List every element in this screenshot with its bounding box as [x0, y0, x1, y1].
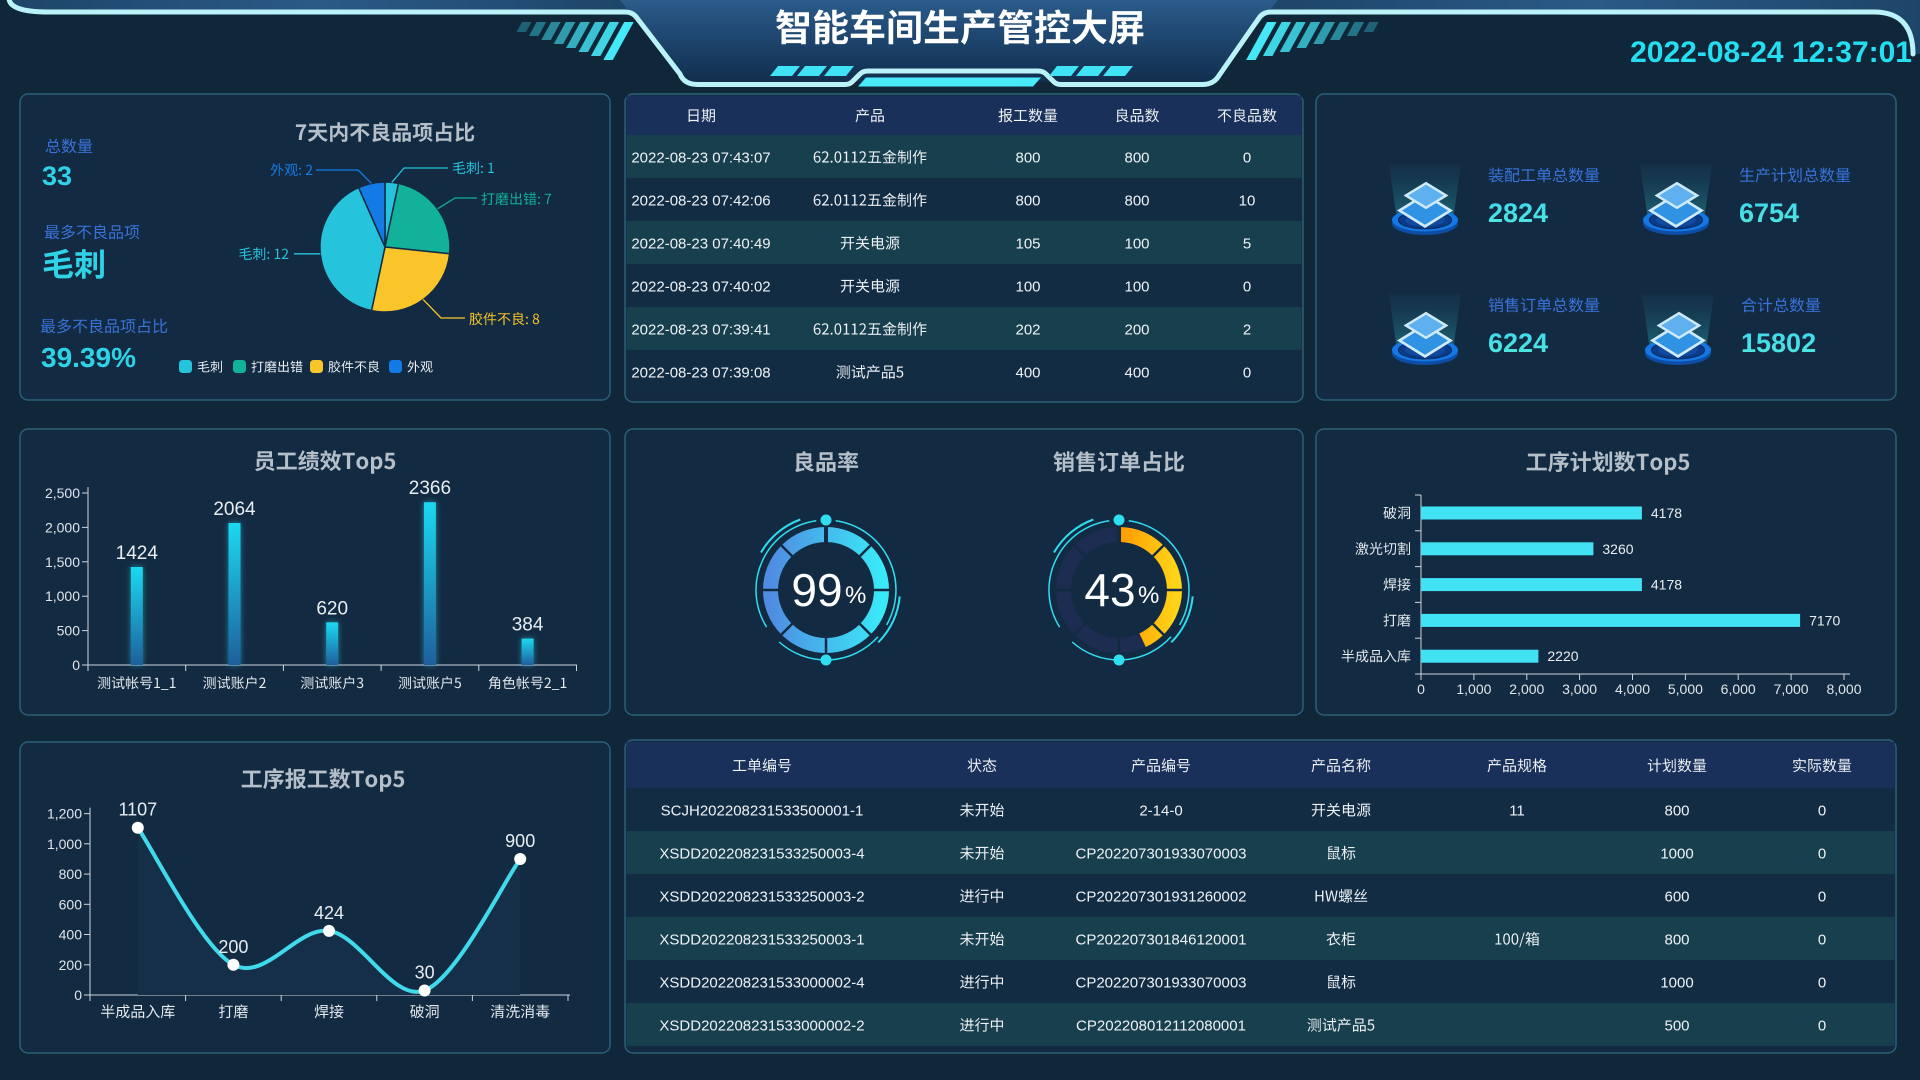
svg-text:1,000: 1,000 [47, 836, 82, 852]
svg-text:2220: 2220 [1547, 648, 1578, 664]
svg-text:XSDD202208231533250003-1: XSDD202208231533250003-1 [659, 932, 864, 949]
svg-text:XSDD202208231533250003-2: XSDD202208231533250003-2 [659, 889, 864, 906]
svg-text:384: 384 [512, 615, 544, 636]
svg-text:2022-08-24 12:37:01: 2022-08-24 12:37:01 [1630, 36, 1912, 69]
svg-text:600: 600 [1664, 889, 1689, 906]
svg-text:800: 800 [1664, 932, 1689, 949]
svg-text:5,000: 5,000 [1668, 681, 1703, 697]
svg-text:2: 2 [1243, 322, 1251, 339]
svg-text:2022-08-23 07:39:41: 2022-08-23 07:39:41 [631, 322, 770, 339]
svg-text:8,000: 8,000 [1826, 681, 1861, 697]
svg-text:400: 400 [1015, 365, 1040, 382]
svg-text:4178: 4178 [1651, 577, 1682, 593]
svg-text:CP202207301933070003: CP202207301933070003 [1076, 975, 1247, 992]
svg-text:424: 424 [314, 903, 344, 923]
svg-text:99: 99 [791, 564, 842, 616]
svg-text:1,200: 1,200 [47, 806, 82, 822]
svg-text:800: 800 [59, 866, 83, 882]
svg-text:0: 0 [1818, 803, 1826, 820]
svg-text:0: 0 [1243, 279, 1251, 296]
svg-text:1107: 1107 [118, 800, 157, 820]
svg-text:11: 11 [1509, 803, 1525, 820]
svg-text:500: 500 [1664, 1018, 1689, 1035]
svg-text:202: 202 [1015, 322, 1040, 339]
svg-text:15802: 15802 [1741, 328, 1816, 358]
svg-text:200: 200 [218, 937, 248, 957]
svg-text:2022-08-23 07:40:02: 2022-08-23 07:40:02 [631, 279, 770, 296]
svg-text:2022-08-23 07:43:07: 2022-08-23 07:43:07 [631, 150, 770, 167]
svg-text:1424: 1424 [116, 543, 159, 564]
svg-text:XSDD202208231533250003-4: XSDD202208231533250003-4 [659, 846, 864, 863]
svg-text:200: 200 [59, 957, 83, 973]
svg-text:2022-08-23 07:40:49: 2022-08-23 07:40:49 [631, 236, 770, 253]
svg-text:600: 600 [59, 896, 83, 912]
svg-text:800: 800 [1015, 150, 1040, 167]
svg-text:39.39%: 39.39% [41, 342, 136, 373]
svg-text:400: 400 [59, 927, 83, 943]
svg-text:2,500: 2,500 [45, 485, 80, 501]
svg-text:7170: 7170 [1809, 612, 1840, 628]
svg-text:43: 43 [1084, 564, 1135, 616]
svg-text:5: 5 [1243, 236, 1251, 253]
svg-text:7,000: 7,000 [1774, 681, 1809, 697]
svg-text:200: 200 [1124, 322, 1149, 339]
svg-text:4,000: 4,000 [1615, 681, 1650, 697]
svg-text:1000: 1000 [1660, 846, 1693, 863]
svg-text:%: % [1138, 582, 1159, 609]
svg-text:2,000: 2,000 [45, 519, 80, 535]
svg-text:XSDD202208231533000002-2: XSDD202208231533000002-2 [659, 1018, 864, 1035]
svg-text:400: 400 [1124, 365, 1149, 382]
svg-text:0: 0 [1818, 975, 1826, 992]
svg-text:10: 10 [1239, 193, 1256, 210]
svg-text:1000: 1000 [1660, 975, 1693, 992]
svg-text:6,000: 6,000 [1721, 681, 1756, 697]
svg-text:500: 500 [57, 623, 81, 639]
svg-text:620: 620 [316, 598, 348, 619]
svg-text:CP202207301846120001: CP202207301846120001 [1076, 932, 1247, 949]
svg-text:900: 900 [505, 831, 535, 851]
svg-text:0: 0 [1417, 681, 1425, 697]
svg-text:XSDD202208231533000002-4: XSDD202208231533000002-4 [659, 975, 864, 992]
svg-text:100: 100 [1124, 279, 1149, 296]
svg-text:1,000: 1,000 [1456, 681, 1491, 697]
svg-text:1,500: 1,500 [45, 554, 80, 570]
svg-text:33: 33 [42, 161, 72, 191]
svg-text:%: % [845, 582, 866, 609]
svg-text:0: 0 [1818, 1018, 1826, 1035]
svg-text:6754: 6754 [1739, 198, 1799, 228]
svg-text:2022-08-23 07:39:08: 2022-08-23 07:39:08 [631, 365, 770, 382]
svg-text:100: 100 [1124, 236, 1149, 253]
svg-text:2366: 2366 [409, 478, 451, 499]
svg-text:800: 800 [1015, 193, 1040, 210]
svg-text:CP202207301931260002: CP202207301931260002 [1076, 889, 1247, 906]
svg-text:1,000: 1,000 [45, 588, 80, 604]
svg-text:6224: 6224 [1488, 328, 1548, 358]
svg-text:100: 100 [1015, 279, 1040, 296]
svg-text:30: 30 [415, 963, 435, 983]
svg-text:800: 800 [1124, 150, 1149, 167]
svg-text:0: 0 [1818, 889, 1826, 906]
svg-text:2824: 2824 [1488, 198, 1548, 228]
svg-text:2,000: 2,000 [1509, 681, 1544, 697]
svg-text:0: 0 [72, 657, 80, 673]
svg-text:4178: 4178 [1651, 505, 1682, 521]
svg-text:CP202207301933070003: CP202207301933070003 [1076, 846, 1247, 863]
svg-text:CP202208012112080001: CP202208012112080001 [1076, 1018, 1246, 1035]
svg-text:2064: 2064 [213, 499, 256, 520]
svg-text:SCJH202208231533500001-1: SCJH202208231533500001-1 [661, 803, 864, 820]
svg-text:2022-08-23 07:42:06: 2022-08-23 07:42:06 [631, 193, 770, 210]
svg-text:105: 105 [1015, 236, 1040, 253]
svg-text:0: 0 [1818, 846, 1826, 863]
svg-text:0: 0 [1243, 150, 1251, 167]
svg-text:3,000: 3,000 [1562, 681, 1597, 697]
svg-text:800: 800 [1124, 193, 1149, 210]
svg-text:0: 0 [1243, 365, 1251, 382]
svg-text:0: 0 [1818, 932, 1826, 949]
svg-text:2-14-0: 2-14-0 [1139, 803, 1182, 820]
svg-text:800: 800 [1664, 803, 1689, 820]
svg-text:0: 0 [74, 987, 82, 1003]
svg-text:3260: 3260 [1602, 541, 1633, 557]
